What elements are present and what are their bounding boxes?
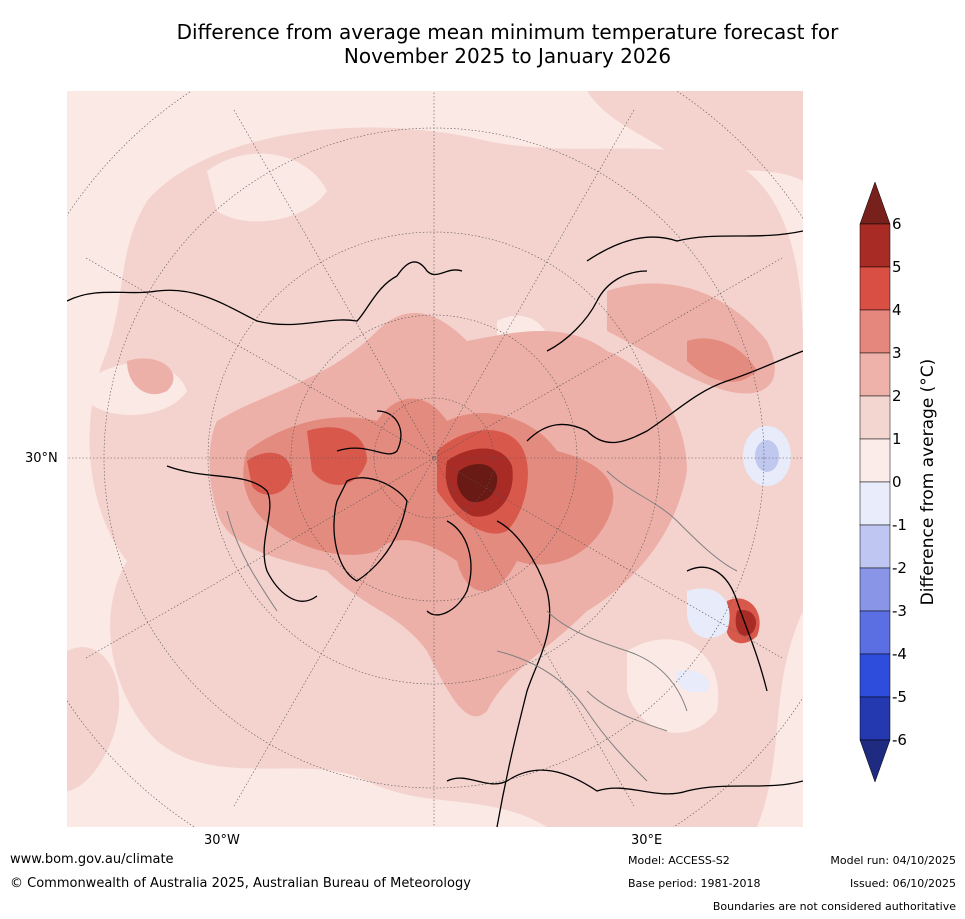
forecast-map (67, 91, 803, 827)
title-line-2: November 2025 to January 2026 (343, 44, 672, 68)
graticule (67, 91, 803, 827)
colorbar-bin (859, 481, 891, 526)
footer-base-period: Base period: 1981-2018 (628, 877, 761, 890)
footer-website: www.bom.gov.au/climate (10, 852, 174, 867)
colorbar-tick-label: 6 (892, 215, 902, 233)
title-line-1: Difference from average mean minimum tem… (176, 20, 839, 44)
colorbar-tick-label: 2 (892, 387, 902, 405)
political-borders (226, 470, 738, 782)
colorbar-bin (859, 395, 891, 440)
coastlines (67, 230, 803, 827)
footer-model-run: Model run: 04/10/2025 (830, 854, 956, 867)
footer-model: Model: ACCESS-S2 (628, 854, 730, 867)
lon-label-30w: 30°W (204, 833, 240, 848)
anomaly-band-gt6 (457, 464, 498, 503)
colorbar-tick-label: -5 (892, 688, 907, 706)
colorbar-tick-label: -3 (892, 602, 907, 620)
colorbar-bin (859, 524, 891, 569)
lat-label-30n: 30°N (25, 451, 58, 466)
colorbar-bin (859, 223, 891, 268)
footer-disclaimer: Boundaries are not considered authoritat… (712, 900, 956, 913)
lon-label-30e: 30°E (631, 833, 663, 848)
cold-anomaly-areas (676, 426, 791, 693)
colorbar-bin (859, 309, 891, 354)
colorbar (859, 181, 891, 783)
footer-issued: Issued: 06/10/2025 (849, 877, 956, 890)
colorbar-bin (859, 610, 891, 655)
colorbar-tick-label: 0 (892, 473, 902, 491)
colorbar-tick-label: -4 (892, 645, 907, 663)
footer-copyright: © Commonwealth of Australia 2025, Austra… (10, 876, 471, 891)
chart-title: Difference from average mean minimum tem… (50, 20, 965, 68)
colorbar-tick-label: 4 (892, 301, 902, 319)
colorbar-label: Difference from average (°C) (918, 358, 938, 606)
colorbar-tick-label: -2 (892, 559, 907, 577)
colorbar-bin (859, 266, 891, 311)
colorbar-extend-lower (859, 739, 891, 783)
colorbar-bin (859, 696, 891, 741)
colorbar-tick-label: 5 (892, 258, 902, 276)
colorbar-bin (859, 567, 891, 612)
colorbar-tick-label: -6 (892, 731, 907, 749)
colorbar-extend-upper (859, 181, 891, 225)
colorbar-bin (859, 438, 891, 483)
colorbar-tick-label: 1 (892, 430, 902, 448)
colorbar-bin (859, 653, 891, 698)
colorbar-tick-label: -1 (892, 516, 907, 534)
colorbar-bin (859, 352, 891, 397)
colorbar-tick-label: 3 (892, 344, 902, 362)
